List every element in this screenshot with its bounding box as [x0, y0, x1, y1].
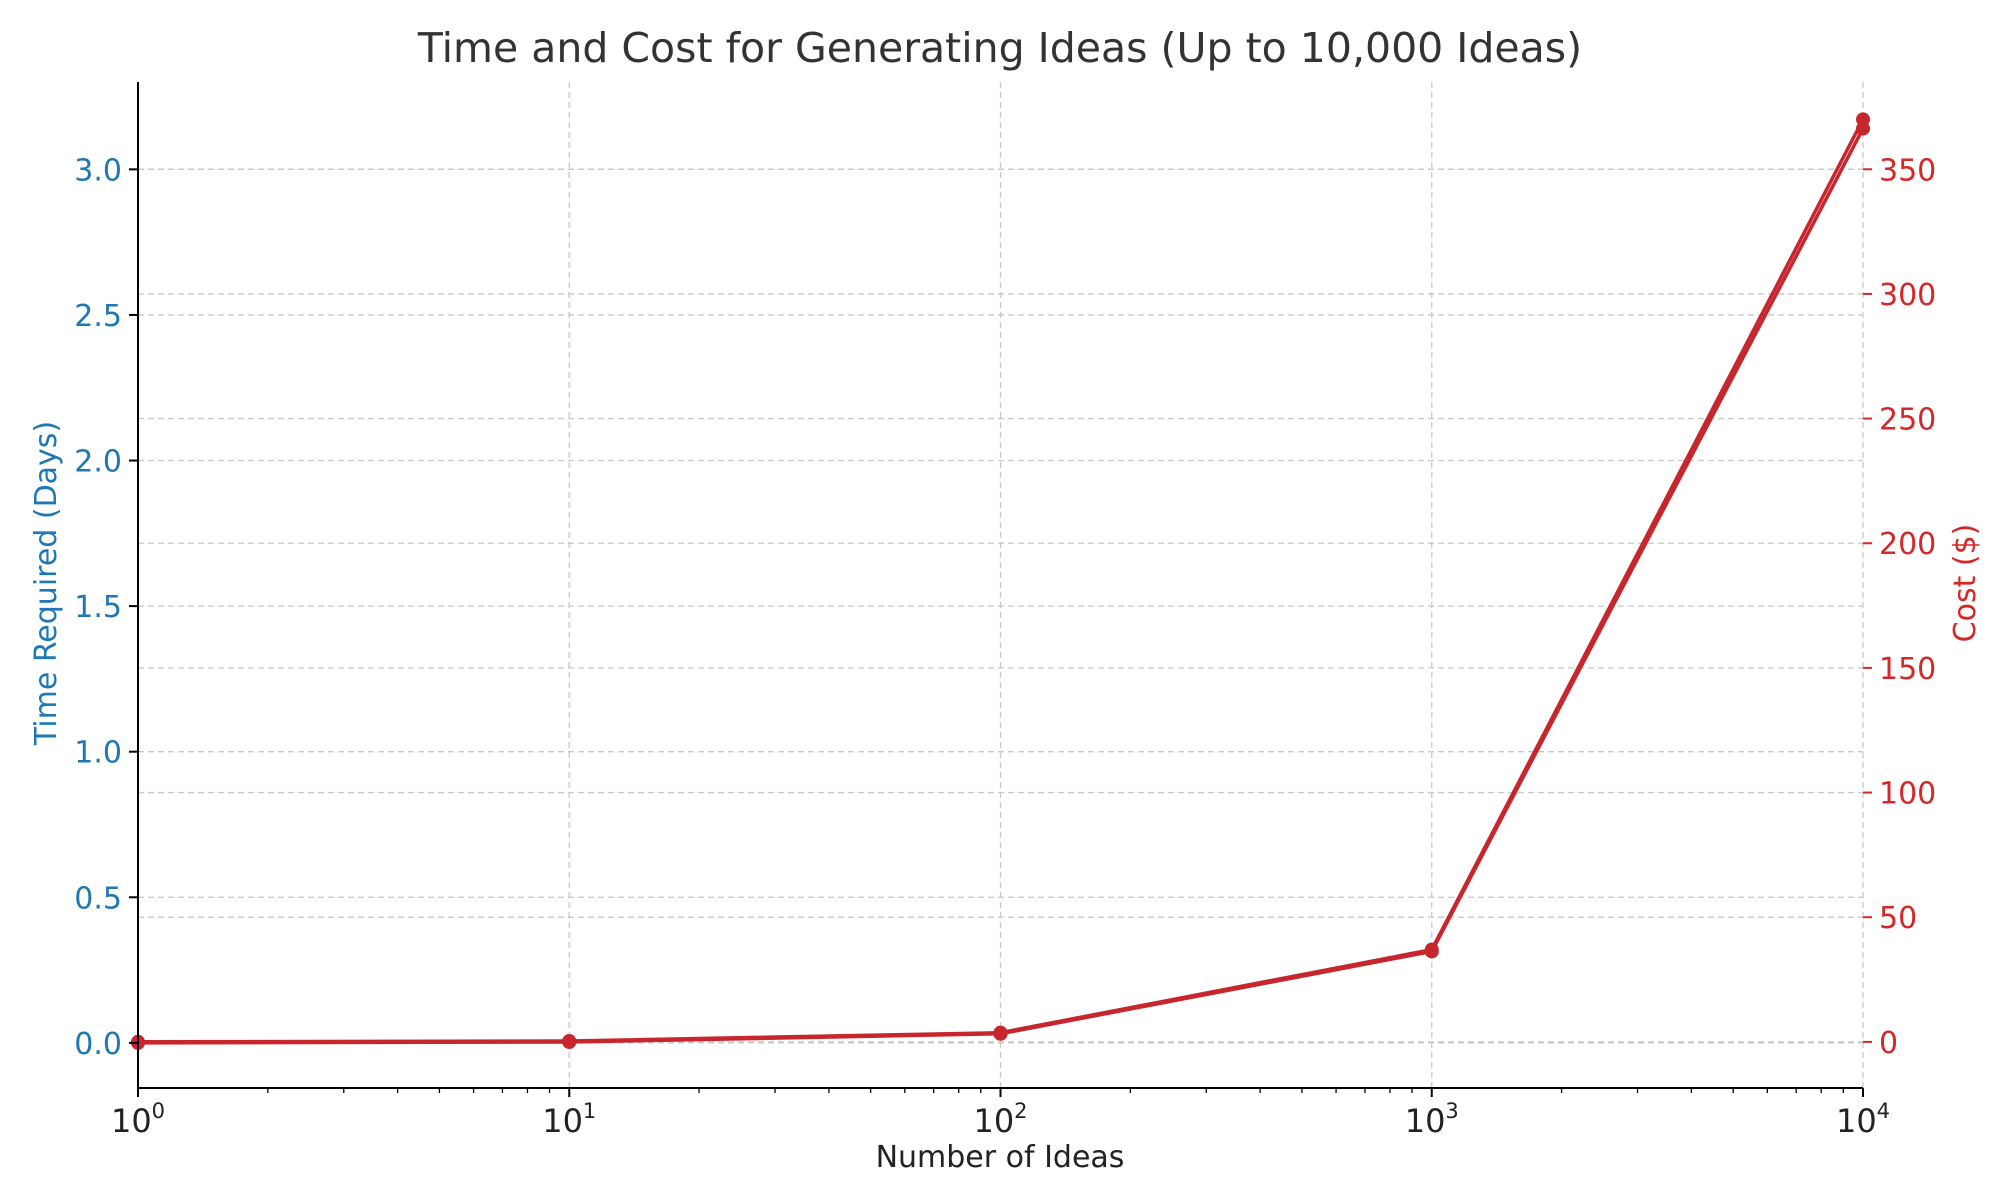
y-axis-label-right: Cost ($) — [1948, 524, 1983, 643]
chart-title: Time and Cost for Generating Ideas (Up t… — [417, 24, 1582, 72]
y-right-tick-label-7: 350 — [1879, 153, 1936, 188]
x-tick-label-3: 103 — [1405, 1099, 1459, 1140]
x-tick-label-2: 102 — [973, 1099, 1027, 1140]
data-point-right-3 — [1424, 942, 1439, 957]
y-left-tick-label-5: 2.5 — [74, 299, 122, 334]
x-tick-label-0: 100 — [111, 1099, 165, 1140]
y-right-tick-label-0: 0 — [1879, 1026, 1898, 1061]
data-point-right-4 — [1856, 112, 1870, 127]
y-left-tick-label-0: 0.0 — [74, 1027, 122, 1062]
y-right-tick-label-1: 50 — [1879, 901, 1917, 936]
y-right-tick-label-2: 100 — [1879, 777, 1936, 812]
data-point-right-1 — [562, 1033, 577, 1048]
y-left-tick-label-4: 2.0 — [74, 445, 122, 480]
data-point-right-2 — [993, 1025, 1008, 1040]
y-left-tick-label-2: 1.0 — [74, 736, 122, 771]
grid-layer — [137, 82, 1864, 1088]
axes-layer: 100 101 102 103 104 0.0 0.5 1.0 1.5 2.0 2.5 3.0 0 50 1… — [74, 82, 1936, 1140]
x-tick-label-1: 101 — [542, 1099, 596, 1140]
y-left-tick-label-3: 1.5 — [74, 590, 122, 625]
y-left-tick-label-1: 0.5 — [74, 881, 122, 916]
y-right-tick-label-5: 250 — [1879, 403, 1936, 438]
y-right-tick-label-6: 300 — [1879, 278, 1936, 313]
y-axis-label-left: Time Required (Days) — [29, 421, 64, 746]
y-left-tick-label-6: 3.0 — [74, 153, 122, 188]
y-right-tick-label-3: 150 — [1879, 652, 1936, 687]
x-axis-label: Number of Ideas — [876, 1140, 1125, 1175]
x-tick-label-4: 104 — [1836, 1099, 1890, 1140]
series-layer — [131, 112, 1870, 1050]
y-right-tick-label-4: 200 — [1879, 527, 1936, 562]
